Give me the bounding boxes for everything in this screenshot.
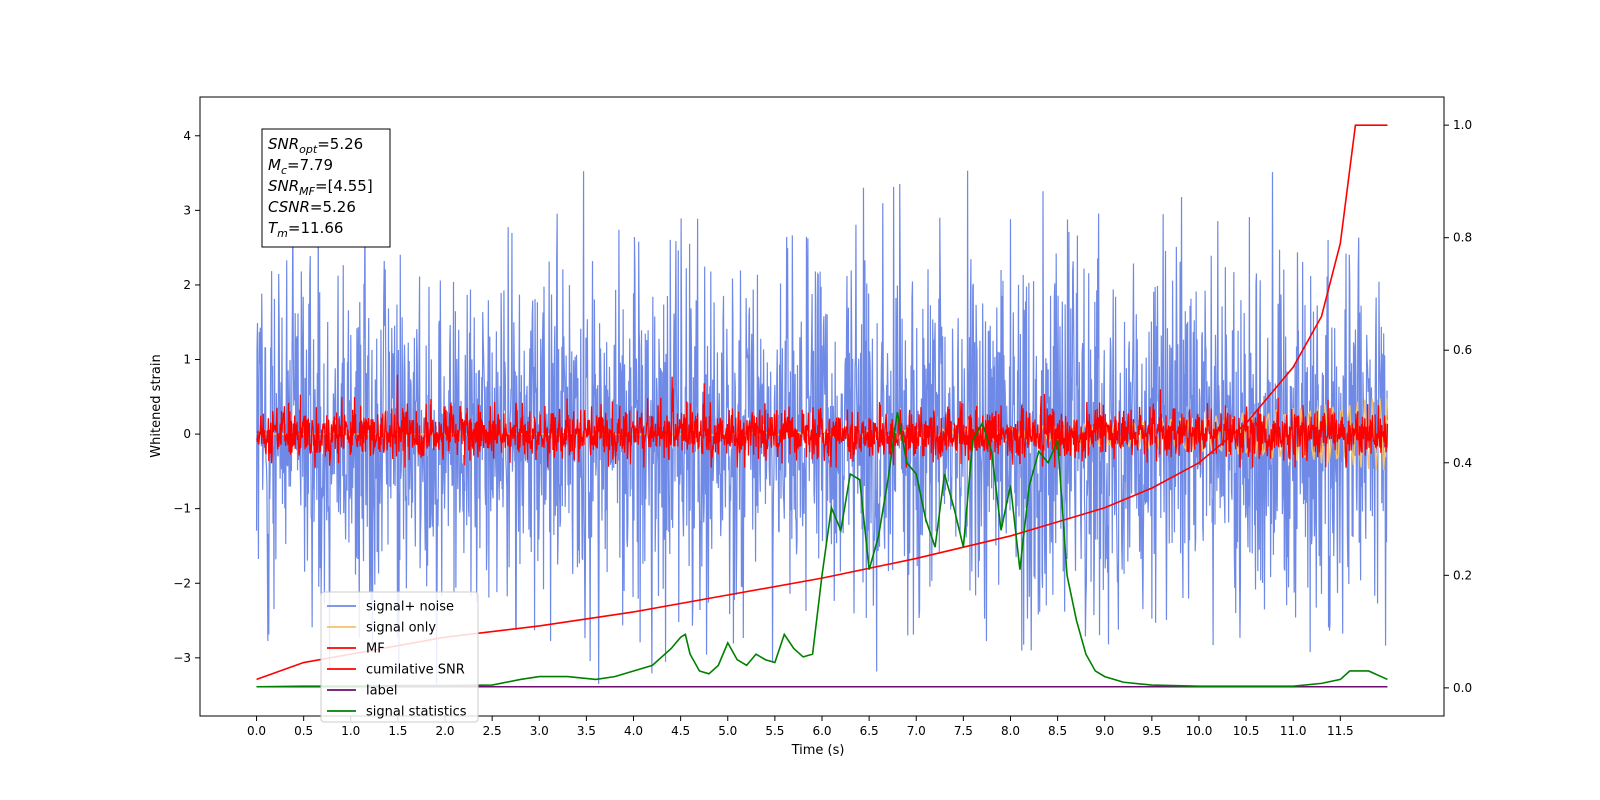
annotation-symbol: M — [268, 156, 281, 174]
x-tick-label: 6.0 — [812, 724, 831, 738]
x-tick-label: 9.5 — [1142, 724, 1161, 738]
x-tick-label: 5.0 — [718, 724, 737, 738]
y-tick-label: −1 — [173, 502, 191, 516]
x-tick-label: 4.5 — [671, 724, 690, 738]
y-axis-label: Whitened strain — [149, 354, 164, 457]
annotation-subscript: c — [281, 164, 287, 177]
x-tick-label: 0.0 — [247, 724, 266, 738]
x-axis: 0.0 0.5 1.0 1.5 2.0 2.5 3.0 3.5 4.0 4.5 5.0 5.5 6.0 6… — [247, 716, 1354, 738]
annotation-symbol: T — [268, 219, 279, 237]
legend-label: signal only — [366, 621, 436, 636]
y2-tick-label: 0.6 — [1453, 343, 1472, 357]
y2-tick-label: 0.2 — [1453, 568, 1472, 582]
x-tick-label: 7.5 — [954, 724, 973, 738]
y-axis-right: 0.0 0.2 0.4 0.6 0.8 1.0 — [1444, 118, 1472, 695]
x-tick-label: 10.0 — [1186, 724, 1213, 738]
annotation-line: Mc=7.79 — [268, 156, 333, 177]
annotation-value: =7.79 — [287, 156, 333, 174]
annotation-subscript: MF — [299, 185, 315, 198]
annotation-subscript: m — [277, 227, 288, 240]
x-tick-label: 1.0 — [341, 724, 360, 738]
y-tick-label: −2 — [173, 576, 191, 590]
series-signal-statistics — [256, 411, 1388, 688]
y-tick-label: 3 — [183, 203, 191, 217]
annotation-value: =5.26 — [310, 198, 356, 216]
annotation-value: =[4.55] — [315, 177, 373, 195]
legend-label: label — [366, 684, 397, 699]
annotation-frame — [261, 128, 391, 248]
legend-label: MF — [366, 642, 385, 657]
y2-tick-label: 0.4 — [1453, 456, 1472, 470]
annotation-subscript: opt — [299, 143, 318, 156]
annotation-line: Tm=11.66 — [268, 219, 343, 240]
legend: signal+ noise signal only MF cumilative SNR… — [320, 591, 479, 723]
annotation-line: SNRopt=5.26 — [268, 135, 363, 156]
legend-label: cumilative SNR — [366, 663, 465, 678]
x-tick-label: 5.5 — [765, 724, 784, 738]
annotation-line: SNRMF=[4.55] — [268, 177, 373, 198]
y-tick-label: 2 — [183, 278, 191, 292]
series-mf — [256, 374, 1389, 468]
annotation-value: =5.26 — [317, 135, 363, 153]
x-tick-label: 11.5 — [1327, 724, 1354, 738]
x-tick-label: 7.0 — [907, 724, 926, 738]
x-tick-label: 9.0 — [1095, 724, 1114, 738]
x-tick-label: 11.0 — [1280, 724, 1307, 738]
legend-label: signal statistics — [366, 705, 467, 720]
x-axis-label: Time (s) — [791, 743, 845, 758]
x-tick-label: 0.5 — [294, 724, 313, 738]
legend-label: signal+ noise — [366, 600, 454, 615]
x-tick-label: 8.0 — [1001, 724, 1020, 738]
legend-frame — [320, 591, 479, 723]
x-tick-label: 4.0 — [624, 724, 643, 738]
x-tick-label: 2.0 — [435, 724, 454, 738]
x-tick-label: 6.5 — [860, 724, 879, 738]
y-tick-label: 1 — [183, 353, 191, 367]
x-tick-label: 3.5 — [577, 724, 596, 738]
stats-annotation-box: SNRopt=5.26Mc=7.79SNRMF=[4.55]CSNR=5.26T… — [261, 128, 391, 248]
x-tick-label: 2.5 — [483, 724, 502, 738]
y2-tick-label: 1.0 — [1453, 118, 1472, 132]
y2-tick-label: 0.8 — [1453, 231, 1472, 245]
x-tick-label: 8.5 — [1048, 724, 1067, 738]
annotation-symbol: CSNR — [268, 198, 310, 216]
y-tick-label: 0 — [183, 427, 191, 441]
y2-tick-label: 0.0 — [1453, 681, 1472, 695]
annotation-value: =11.66 — [288, 219, 344, 237]
annotation-line: CSNR=5.26 — [268, 198, 356, 216]
y-axis-left: −3 −2 −1 0 1 2 3 4 — [173, 129, 200, 665]
x-tick-label: 1.5 — [388, 724, 407, 738]
annotation-symbol: SNR — [268, 177, 299, 195]
y-tick-label: 4 — [183, 129, 191, 143]
y-tick-label: −3 — [173, 651, 191, 665]
x-tick-label: 10.5 — [1233, 724, 1260, 738]
annotation-symbol: SNR — [268, 135, 299, 153]
x-tick-label: 3.0 — [530, 724, 549, 738]
